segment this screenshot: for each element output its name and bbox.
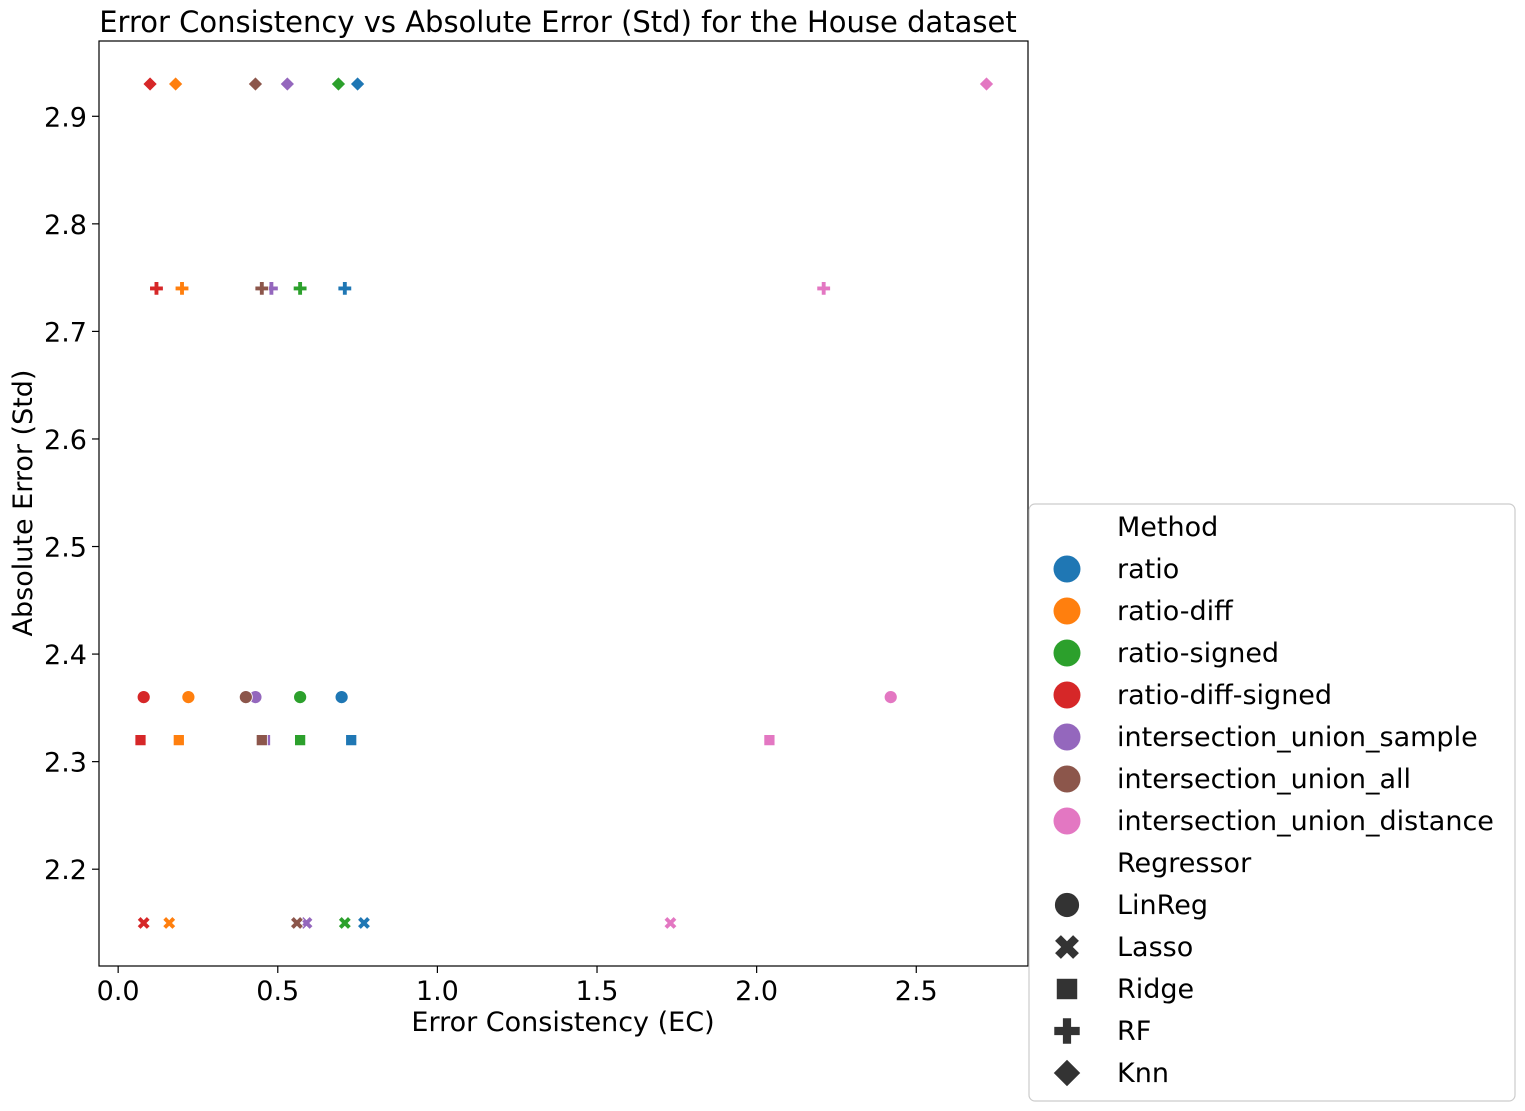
legend-label-intersection_union_all: intersection_union_all <box>1117 764 1411 795</box>
point-ratio-diff-lasso <box>162 915 177 931</box>
point-ratio-diff-ridge <box>172 734 185 747</box>
legend-label-linreg: LinReg <box>1117 890 1208 921</box>
point-ratio-linreg <box>334 690 349 705</box>
x-tick-label: 0.0 <box>97 976 140 1007</box>
point-ratio-signed-knn <box>330 76 347 92</box>
legend-title-regressor: Regressor <box>1117 848 1252 879</box>
legend-swatch-intersection_union_distance <box>1053 807 1081 835</box>
x-tick-label: 1.5 <box>576 976 619 1007</box>
y-tick-label: 2.2 <box>44 855 87 886</box>
point-ratio-diff-signed-knn <box>142 76 158 92</box>
point-ratio-diff-signed-ridge <box>134 734 147 747</box>
point-ratio-diff-signed-linreg <box>136 690 151 705</box>
y-tick-label: 2.8 <box>44 210 87 241</box>
y-tick-label: 2.9 <box>44 102 87 133</box>
x-tick-label: 0.5 <box>256 976 299 1007</box>
point-ratio-signed-lasso <box>337 915 352 931</box>
point-ratio-signed-ridge <box>294 734 307 747</box>
y-tick-label: 2.7 <box>44 317 87 348</box>
point-intersection_union_all-lasso <box>289 915 304 931</box>
point-intersection_union_distance-ridge <box>763 734 776 747</box>
y-tick-label: 2.4 <box>44 640 87 671</box>
point-ratio-diff-rf <box>174 281 190 296</box>
point-ratio-rf <box>337 281 353 296</box>
point-intersection_union_all-knn <box>247 76 264 92</box>
legend-title-method: Method <box>1117 512 1218 543</box>
point-intersection_union_distance-lasso <box>663 915 678 931</box>
legend-swatch-intersection_union_all <box>1053 765 1081 793</box>
y-axis-label: Absolute Error (Std) <box>8 370 39 637</box>
legend-marker-rf <box>1053 1017 1081 1045</box>
point-ratio-lasso <box>356 915 372 931</box>
x-tick-label: 2.5 <box>895 976 938 1007</box>
legend-label-intersection_union_sample: intersection_union_sample <box>1117 722 1478 753</box>
data-points <box>134 76 995 931</box>
legend-label-ratio-diff: ratio-diff <box>1117 596 1234 627</box>
y-axis: 2.2 2.3 2.4 2.5 2.6 2.7 2.8 2.9 <box>44 102 99 886</box>
y-tick-label: 2.6 <box>44 425 87 456</box>
point-ratio-signed-linreg <box>293 690 308 705</box>
point-intersection_union_distance-linreg <box>883 690 898 705</box>
legend-label-knn: Knn <box>1117 1058 1169 1089</box>
legend-swatch-ratio <box>1053 555 1081 583</box>
point-intersection_union_distance-rf <box>816 281 831 296</box>
legend-swatch-intersection_union_sample <box>1053 723 1081 751</box>
legend-label-ratio: ratio <box>1117 554 1179 585</box>
x-axis-label: Error Consistency (EC) <box>411 1007 714 1038</box>
legend-box <box>1028 503 1516 1102</box>
legend-marker-ridge <box>1055 977 1079 1001</box>
point-intersection_union_all-ridge <box>255 734 268 747</box>
x-tick-label: 2.0 <box>735 976 778 1007</box>
point-ratio-diff-linreg <box>181 690 196 705</box>
y-tick-label: 2.3 <box>44 748 87 779</box>
point-intersection_union_all-linreg <box>238 690 253 705</box>
legend-label-ridge: Ridge <box>1117 974 1194 1005</box>
point-ratio-diff-knn <box>167 76 184 92</box>
x-axis: 0.0 0.5 1.0 1.5 2.0 2.5 <box>97 966 938 1007</box>
y-tick-label: 2.5 <box>44 533 87 564</box>
legend: Method ratio ratio-diff ratio-signed ratio-d… <box>1028 503 1516 1102</box>
legend-swatch-ratio-diff <box>1053 597 1081 625</box>
legend-marker-lasso <box>1053 933 1081 961</box>
chart-title: Error Consistency vs Absolute Error (Std… <box>99 5 1017 39</box>
legend-label-lasso: Lasso <box>1117 932 1193 963</box>
legend-label-rf: RF <box>1117 1016 1151 1047</box>
point-intersection_union_all-rf <box>254 281 270 296</box>
legend-label-ratio-signed: ratio-signed <box>1117 638 1279 669</box>
legend-marker-knn <box>1052 1058 1082 1088</box>
point-intersection_union_distance-knn <box>978 76 995 92</box>
plot-area <box>98 40 1029 967</box>
legend-label-ratio-diff-signed: ratio-diff-signed <box>1117 680 1332 711</box>
legend-swatch-ratio-signed <box>1053 639 1081 667</box>
point-ratio-signed-rf <box>292 281 308 296</box>
point-ratio-ridge <box>345 734 358 747</box>
x-tick-label: 1.0 <box>416 976 459 1007</box>
legend-label-intersection_union_distance: intersection_union_distance <box>1117 806 1494 837</box>
point-ratio-knn <box>349 76 366 92</box>
legend-marker-linreg <box>1054 892 1080 918</box>
point-ratio-diff-signed-rf <box>149 281 164 296</box>
legend-swatch-ratio-diff-signed <box>1053 681 1081 709</box>
point-ratio-diff-signed-lasso <box>136 915 151 931</box>
point-intersection_union_sample-knn <box>279 76 296 92</box>
